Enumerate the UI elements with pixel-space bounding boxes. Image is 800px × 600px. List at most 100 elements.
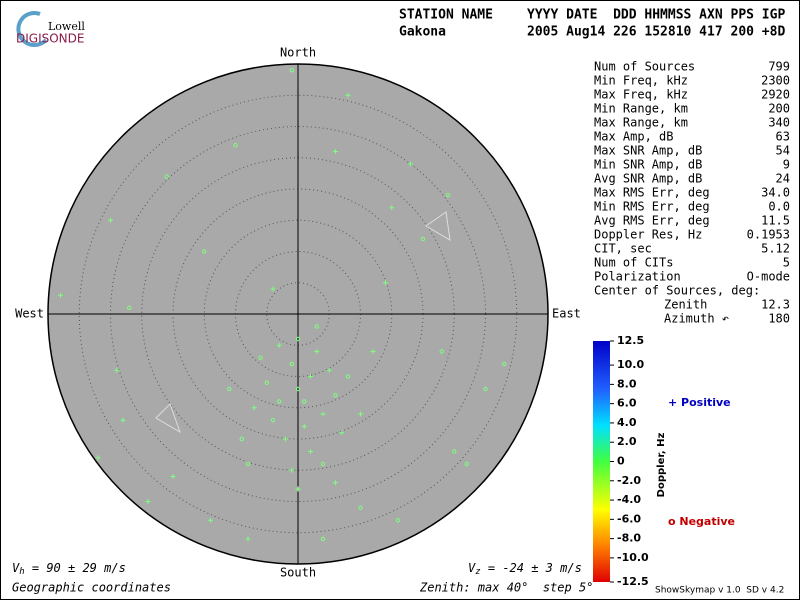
dir-south: South	[280, 566, 316, 580]
stat-value: 2300	[761, 74, 790, 88]
colorbar-tick-label: 0	[617, 455, 625, 468]
coords: Geographic coordinates	[12, 581, 171, 595]
colorbar-tick-label: -10.0	[617, 551, 649, 564]
dir-west: West	[15, 307, 44, 321]
center-title: Center of Sources, deg:	[594, 284, 760, 298]
source-positive	[320, 411, 326, 417]
colorbar-tick-label: 10.0	[617, 358, 644, 371]
colorbar-tick-label: 12.5	[617, 334, 644, 347]
stat-value: 11.5	[761, 214, 790, 228]
source-negative	[127, 305, 132, 310]
stat-value: 0.1953	[747, 228, 790, 242]
stat-value: 54	[776, 144, 790, 158]
source-negative	[358, 505, 363, 510]
source-negative	[289, 68, 294, 73]
stat-label: Max Range, km	[594, 116, 688, 130]
colorbar-tick-label: 2.0	[617, 435, 637, 448]
colorbar-tick-label: 8.0	[617, 377, 637, 390]
source-positive	[408, 161, 413, 167]
stat-value: 2920	[761, 88, 790, 102]
source-negative	[164, 174, 169, 179]
source-positive	[339, 430, 345, 436]
center-value: 12.3	[761, 298, 790, 312]
stat-label: Polarization	[594, 270, 681, 284]
stat-value: 200	[768, 102, 790, 116]
source-positive	[326, 367, 332, 373]
source-negative	[333, 393, 338, 398]
stat-label: Min SNR Amp, dB	[594, 158, 702, 172]
stat-value: 5	[783, 256, 790, 270]
outline	[155, 403, 181, 434]
header-labels2: YYYY DATE DDD HHMMSS AXN PPS IGP	[527, 8, 785, 23]
vz: Vz = -24 ± 3 m/s	[468, 561, 582, 577]
center-label: Zenith	[664, 298, 707, 312]
dir-north: North	[280, 46, 316, 60]
sky	[47, 63, 549, 565]
colorbar-tick-label: -12.5	[617, 575, 649, 588]
source-positive	[276, 342, 282, 348]
source-positive	[333, 149, 338, 154]
colorbar-tick-label: 4.0	[617, 416, 637, 429]
source-negative	[295, 386, 301, 392]
outline	[425, 211, 451, 241]
stat-label: Min RMS Err, deg	[594, 200, 710, 214]
source-negative	[277, 399, 282, 404]
stat-label: Max Freq, kHz	[594, 88, 688, 102]
source-positive	[301, 424, 307, 429]
source-positive	[270, 286, 276, 292]
stat-value: 5.12	[761, 242, 790, 256]
source-negative	[270, 418, 276, 423]
source-positive	[289, 467, 295, 473]
source-positive	[58, 292, 63, 298]
colorbar-tick-label: -4.0	[617, 493, 641, 506]
source-positive	[333, 480, 338, 486]
logo-top: Lowell	[48, 20, 85, 33]
source-negative	[202, 249, 207, 254]
stat-label: Min Freq, kHz	[594, 74, 688, 88]
source-positive	[383, 280, 388, 286]
stat-value: 799	[768, 60, 790, 74]
colorbar	[593, 341, 610, 582]
center-label: Azimuth ↶	[664, 312, 729, 326]
source-positive	[170, 474, 176, 479]
stat-value: 63	[776, 130, 790, 144]
source-negative	[420, 236, 426, 242]
colorbar-tick-label: -6.0	[617, 512, 641, 525]
source-positive	[308, 449, 313, 454]
source-positive	[245, 536, 251, 542]
version: ShowSkymap v 1.0 SD v 4.2	[655, 586, 784, 596]
source-negative	[314, 324, 319, 329]
source-positive	[358, 411, 363, 417]
source-negative	[502, 361, 507, 367]
stat-label: Avg RMS Err, deg	[594, 214, 710, 228]
source-positive	[120, 417, 126, 423]
source-positive	[370, 349, 376, 354]
header-labels: STATION NAME	[399, 8, 493, 23]
source-negative	[439, 349, 444, 354]
header-values: 2005 Aug14 226 152810 417 200 +8D	[527, 25, 785, 40]
stat-label: Min Range, km	[594, 102, 688, 116]
logo-bottom: DIGISONDE	[16, 32, 84, 46]
logo-swoosh	[16, 11, 48, 47]
source-positive	[295, 486, 301, 492]
source-positive	[345, 92, 351, 98]
source-positive	[308, 374, 313, 379]
stat-label: Max Amp, dB	[594, 130, 673, 144]
source-positive	[283, 436, 288, 442]
stat-label: Avg SNR Amp, dB	[594, 172, 702, 186]
stat-label: Num of Sources	[594, 60, 695, 74]
stat-label: Doppler Res, Hz	[594, 228, 702, 242]
legend-positive: + Positive	[668, 396, 731, 409]
source-negative	[464, 461, 469, 467]
source-positive	[208, 517, 213, 523]
source-negative	[239, 436, 244, 442]
source-negative	[227, 386, 232, 392]
legend-negative: o Negative	[668, 515, 735, 528]
stat-label: Num of CITs	[594, 256, 673, 270]
source-negative	[289, 361, 294, 367]
source-negative	[320, 461, 326, 467]
source-positive	[108, 217, 113, 223]
source-negative	[320, 536, 326, 542]
stat-value: 34.0	[761, 186, 790, 200]
